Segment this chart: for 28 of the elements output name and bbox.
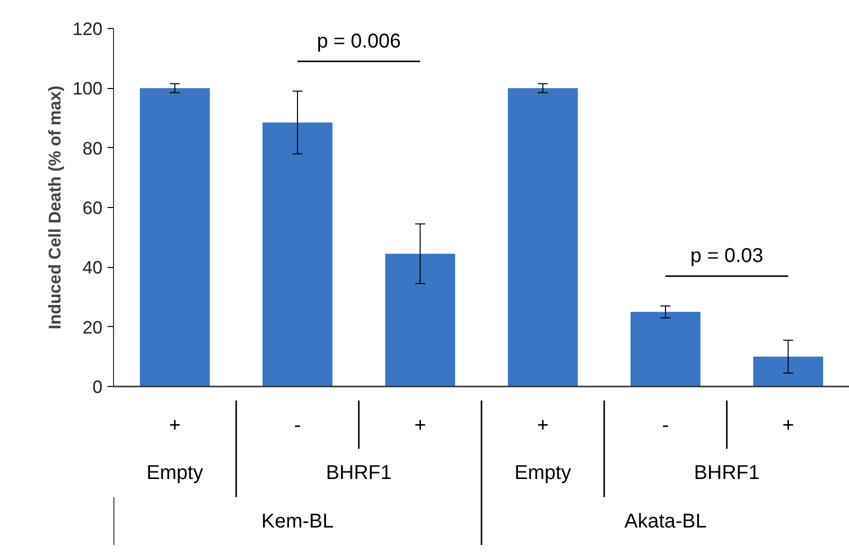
x-tick-label: + [782,414,794,437]
y-tick-label: 0 [92,377,103,397]
y-tick-label: 80 [82,138,103,158]
y-axis-title: Induced Cell Death (% of max) [45,86,64,330]
annotation: p = 0.006 [316,30,401,52]
x-tick-label: - [662,414,669,437]
text: Kem-BL [261,510,334,532]
text: Empty [514,462,572,484]
x-tick-label: + [414,414,426,437]
bar [262,122,332,386]
text: BHRF1 [694,462,760,484]
text: BHRF1 [326,462,392,484]
bar [140,88,210,386]
bar [753,356,824,386]
bar [385,254,456,386]
x-tick-label: - [294,414,301,437]
annotation: p = 0.03 [690,245,764,268]
x-tick-label: + [536,414,549,437]
bar [508,88,578,386]
text: Empty [146,462,204,484]
y-tick-label: 40 [82,258,103,278]
y-tick-label: 20 [82,317,103,338]
y-tick-label: 60 [82,198,103,218]
text: Akata-BL [624,510,707,532]
y-tick-label: 100 [72,78,103,99]
x-tick-label: + [168,414,181,437]
y-tick-label: 120 [72,19,103,39]
bar [630,312,700,386]
